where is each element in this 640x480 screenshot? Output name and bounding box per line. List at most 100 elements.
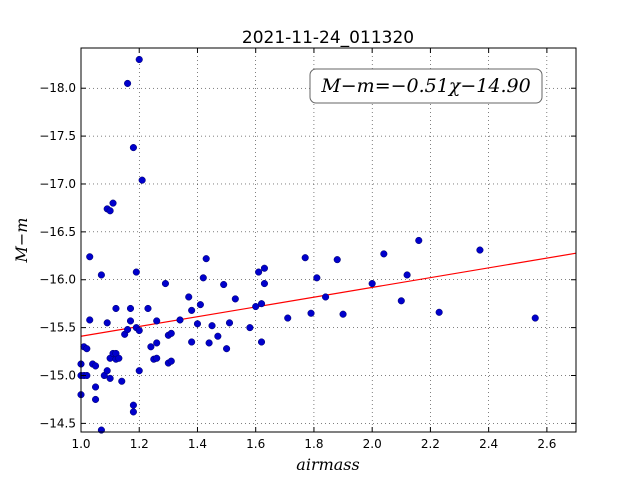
data-point (103, 319, 111, 327)
data-point (126, 317, 135, 325)
data-point (202, 255, 210, 263)
data-point (214, 332, 222, 340)
data-point (199, 274, 207, 282)
data-point (147, 343, 155, 351)
data-point (246, 324, 254, 332)
data-point (397, 297, 405, 305)
data-point (83, 345, 91, 353)
data-point (86, 253, 94, 261)
data-point (255, 268, 263, 276)
data-point (124, 79, 132, 87)
data-point (129, 408, 137, 416)
data-point (167, 357, 175, 365)
data-point (339, 310, 347, 318)
y-tick-label: −16.0 (39, 273, 76, 287)
y-tick-label: −18.0 (39, 81, 76, 95)
data-point (223, 345, 231, 353)
data-point (260, 280, 268, 288)
data-point (531, 314, 539, 322)
data-point (301, 254, 309, 262)
data-point (135, 55, 143, 64)
data-point (380, 250, 388, 258)
data-point (167, 329, 175, 337)
data-point (322, 293, 330, 301)
x-axis-ticks: 1.0 1.2 1.4 1.6 1.8 2.0 2.2 2.4 2.6 (71, 48, 556, 451)
data-point (176, 316, 184, 324)
data-point (231, 295, 239, 303)
data-point (153, 354, 161, 362)
data-point (252, 303, 260, 311)
x-tick-label: 1.2 (130, 437, 149, 451)
data-point (368, 280, 376, 288)
data-point (313, 274, 321, 282)
y-tick-label: −17.0 (39, 177, 76, 191)
data-point (135, 367, 143, 375)
x-tick-label: 1.6 (246, 437, 265, 451)
data-point (138, 176, 146, 184)
data-point (126, 304, 135, 313)
x-tick-label: 2.6 (537, 437, 556, 451)
data-point (196, 301, 204, 309)
data-point (208, 322, 216, 330)
data-point (132, 268, 140, 276)
y-axis-ticks: −14.5 −15.0 −15.5 −16.0 −16.5 −17.0 −17.5 −18.0 (39, 81, 576, 430)
y-tick-label: −15.5 (39, 321, 76, 335)
data-point (103, 367, 111, 375)
data-point (220, 280, 228, 289)
data-point (205, 339, 213, 347)
data-point (129, 401, 137, 409)
data-point (284, 314, 292, 322)
x-tick-label: 2.2 (421, 437, 440, 451)
x-tick-label: 2.0 (363, 437, 382, 451)
y-tick-label: −16.5 (39, 225, 76, 239)
data-point (153, 339, 161, 347)
data-point (109, 199, 117, 207)
data-point (185, 293, 193, 301)
data-point (225, 319, 234, 327)
data-point (135, 326, 143, 335)
data-point (193, 320, 202, 328)
data-point (86, 316, 94, 324)
plot-frame (80, 47, 577, 433)
x-tick-label: 2.4 (479, 437, 498, 451)
x-tick-label: 1.0 (71, 437, 90, 451)
data-point (188, 306, 196, 314)
data-point (92, 395, 100, 403)
x-tick-label: 1.8 (304, 437, 323, 451)
data-point (257, 338, 266, 346)
data-point (260, 264, 268, 272)
data-point (106, 207, 114, 215)
data-point (92, 362, 100, 370)
data-point (124, 325, 132, 334)
data-point (188, 338, 196, 346)
data-point (118, 377, 126, 385)
data-point (153, 317, 161, 325)
y-tick-label: −14.5 (39, 416, 76, 430)
data-point (435, 308, 443, 316)
data-point (92, 383, 100, 391)
data-point (333, 256, 341, 264)
data-point (106, 374, 114, 382)
data-point (403, 271, 411, 279)
data-point (307, 309, 315, 317)
grid-lines (80, 48, 576, 432)
x-axis-label: airmass (296, 455, 359, 474)
data-point (129, 144, 137, 152)
data-point (257, 300, 266, 308)
data-point (476, 246, 484, 254)
data-point (112, 304, 120, 313)
y-tick-label: −15.0 (39, 369, 76, 383)
data-points (77, 55, 539, 434)
y-axis-label: M−m (12, 218, 31, 264)
fit-line (80, 252, 577, 337)
equation-annotation: M−m=−0.51χ−14.90 (320, 75, 530, 97)
data-point (97, 271, 105, 279)
chart-title: 2021-11-24_011320 (242, 28, 414, 48)
data-point (415, 236, 423, 245)
data-point (144, 304, 152, 313)
x-tick-label: 1.4 (188, 437, 207, 451)
data-point (115, 354, 123, 362)
plot-area (81, 48, 576, 432)
y-tick-label: −17.5 (39, 129, 76, 143)
